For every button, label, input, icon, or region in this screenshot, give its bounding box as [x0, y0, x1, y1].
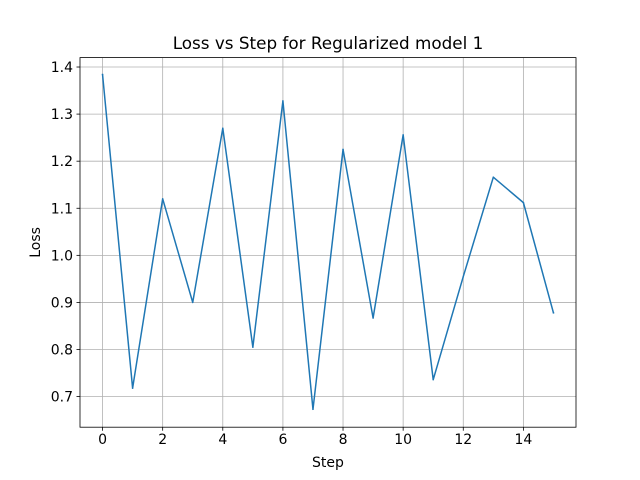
data-point [131, 387, 134, 389]
x-tick-label: 12 [454, 432, 472, 448]
data-point [552, 312, 555, 314]
data-point [252, 346, 254, 348]
data-point [432, 378, 434, 381]
y-tick-label: 1.4 [51, 60, 73, 76]
data-point [282, 100, 284, 102]
data-point [222, 127, 224, 129]
data-point [372, 317, 374, 319]
plot-frame [79, 57, 577, 428]
y-axis: 0.7 0.8 0.9 1.0 1.1 1.2 1.3 1.4 [51, 60, 80, 406]
y-tick-label: 1.2 [51, 154, 73, 170]
y-tick-label: 1.0 [51, 248, 73, 264]
data-point [342, 148, 344, 151]
data-point [101, 73, 104, 76]
x-tick-label: 4 [218, 432, 227, 448]
x-axis: 0 2 4 6 8 10 12 14 [98, 427, 532, 448]
chart-title: Loss vs Step for Regularized model 1 [173, 33, 484, 53]
data-point [161, 198, 164, 200]
grid [80, 57, 576, 428]
x-tick-label: 0 [98, 432, 107, 448]
y-tick-label: 0.9 [51, 295, 73, 311]
x-tick-label: 8 [339, 432, 348, 448]
series-group [101, 73, 555, 411]
y-axis-label: Loss [28, 227, 44, 258]
y-tick-label: 0.8 [51, 343, 73, 359]
data-point [191, 301, 194, 304]
x-tick-label: 6 [278, 432, 287, 448]
data-point [522, 201, 525, 204]
x-axis-label: Step [312, 455, 344, 471]
data-point [492, 176, 495, 178]
y-tick-label: 1.3 [51, 107, 73, 123]
series-line [101, 73, 555, 411]
data-point [462, 275, 465, 278]
y-tick-label: 0.7 [51, 390, 73, 406]
x-tick-label: 2 [158, 432, 167, 448]
data-point [312, 408, 314, 411]
x-tick-label: 14 [514, 432, 532, 448]
data-point [402, 134, 404, 136]
y-tick-label: 1.1 [51, 201, 73, 217]
x-tick-label: 10 [394, 432, 412, 448]
